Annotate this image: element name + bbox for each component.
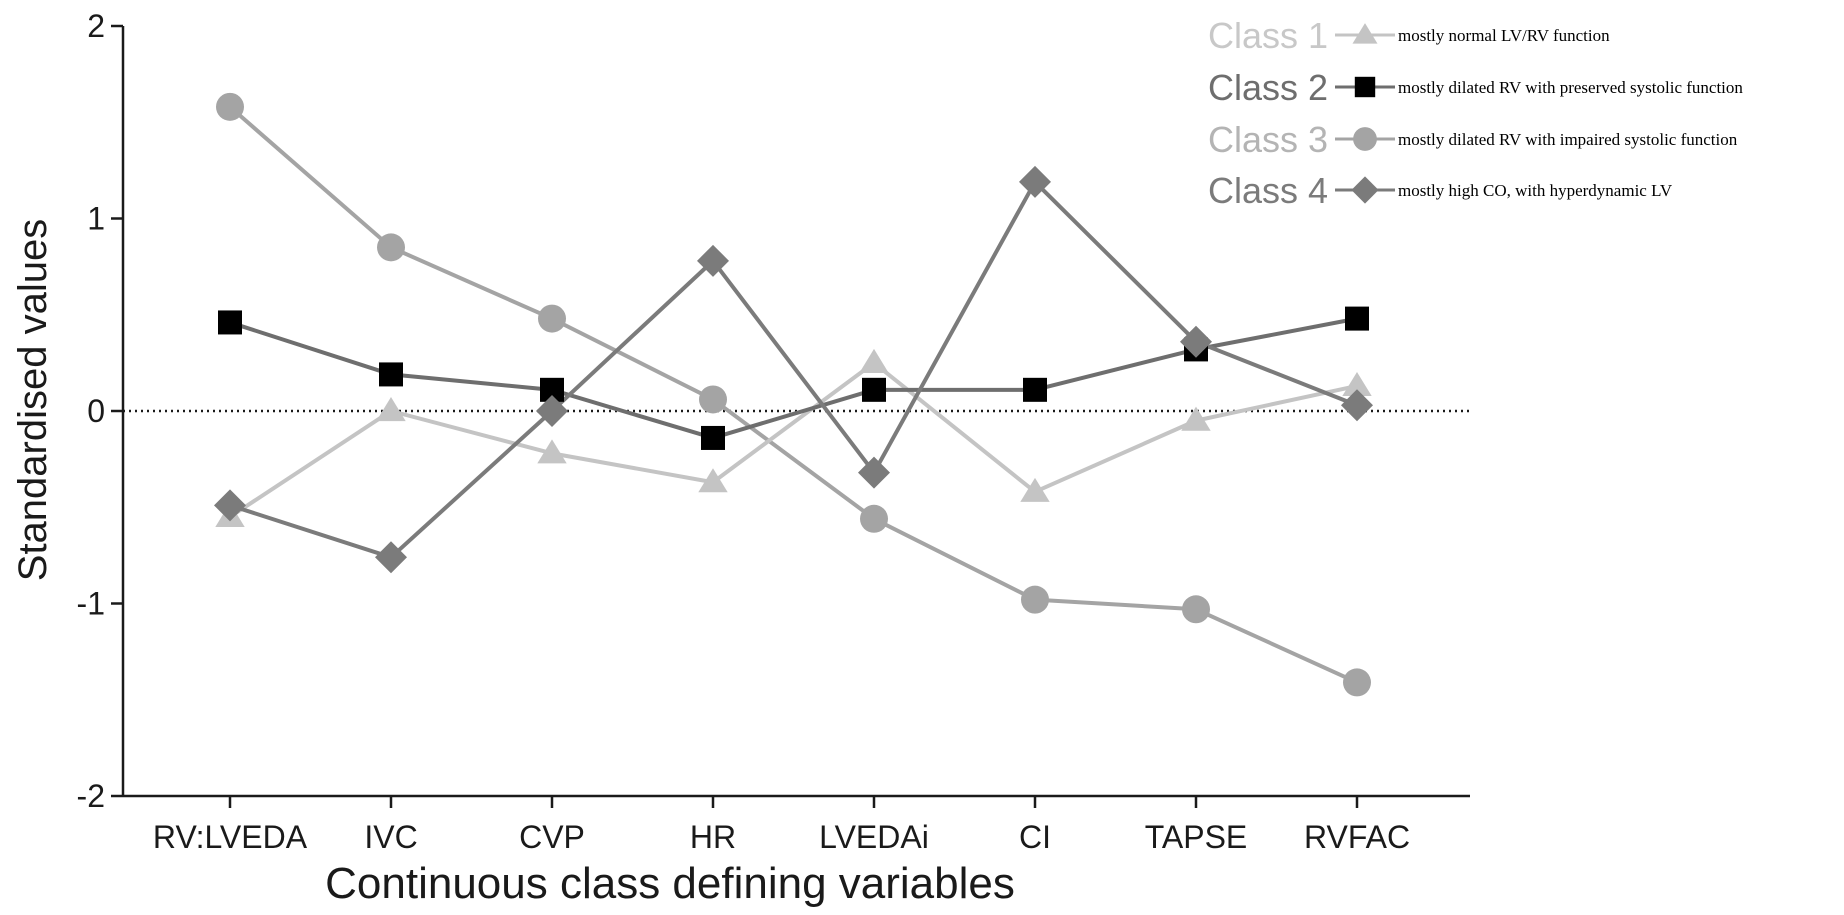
data-point-class-2: [379, 362, 403, 387]
data-point-class-4: [858, 456, 890, 489]
data-point-class-3: [377, 233, 405, 262]
x-tick-label: CI: [1019, 819, 1051, 855]
legend-marker-class-4: [1351, 176, 1379, 204]
y-tick-label: 2: [87, 8, 105, 44]
legend-marker-class-1: [1352, 23, 1378, 44]
data-point-class-3: [216, 92, 244, 121]
series-markers: [214, 92, 1373, 697]
x-tick-label: RVFAC: [1304, 819, 1410, 855]
x-tick-label: LVEDAi: [819, 819, 929, 855]
legend-class-label: Class 4: [1208, 170, 1328, 211]
y-tick-label: -1: [77, 586, 105, 622]
y-axis-title: Standardised values: [11, 219, 55, 581]
series-line-class-4: [229, 179, 1358, 560]
data-point-class-4: [1341, 389, 1373, 422]
legend-marker-class-2: [1354, 76, 1376, 98]
data-point-class-2: [1023, 377, 1047, 402]
data-point-class-1: [376, 397, 406, 422]
x-tick-label: TAPSE: [1145, 819, 1248, 855]
legend-class-label: Class 3: [1208, 119, 1328, 160]
x-tick-labels: RV:LVEDA IVC CVP HR LVEDAi CI TAPSE RVFAC: [153, 796, 1410, 855]
legend-description: mostly dilated RV with impaired systolic…: [1398, 130, 1738, 149]
data-point-class-2: [218, 310, 242, 335]
data-point-class-4: [1180, 325, 1212, 358]
y-tick-label: -2: [77, 778, 105, 814]
x-tick-label: HR: [690, 819, 736, 855]
data-point-class-3: [1343, 668, 1371, 697]
y-tick-label: 0: [87, 393, 105, 429]
series-line-class-2: [229, 316, 1358, 440]
x-tick-label: RV:LVEDA: [153, 819, 308, 855]
legend-marker-class-3: [1353, 127, 1377, 151]
data-point-class-2: [1345, 306, 1369, 331]
data-point-class-4: [1019, 165, 1051, 198]
series-line-class-1: [228, 360, 1358, 519]
data-point-class-4: [536, 395, 568, 427]
data-point-class-4: [375, 541, 407, 574]
legend-description: mostly dilated RV with preserved systoli…: [1398, 78, 1743, 97]
legend-class-label: Class 2: [1208, 67, 1328, 108]
data-point-class-3: [860, 504, 888, 533]
data-point-class-2: [862, 377, 886, 402]
x-tick-label: IVC: [364, 819, 417, 855]
y-ticks: -2 -1 0 1 2: [77, 8, 123, 814]
data-point-class-4: [214, 489, 246, 522]
series-lines: [228, 105, 1358, 685]
data-point-class-3: [538, 304, 566, 333]
data-point-class-1: [698, 468, 728, 493]
data-point-class-1: [537, 439, 567, 464]
data-point-class-4: [697, 244, 729, 277]
data-point-class-1: [1342, 371, 1372, 397]
data-point-class-3: [1021, 585, 1049, 614]
x-tick-label: CVP: [519, 819, 585, 855]
legend: Class 1 mostly normal LV/RV function Class…: [1208, 15, 1743, 211]
legend-description: mostly normal LV/RV function: [1398, 26, 1610, 45]
x-axis-title: Continuous class defining variables: [325, 859, 1015, 908]
data-point-class-3: [699, 385, 727, 414]
data-point-class-1: [1181, 406, 1211, 431]
data-point-class-2: [701, 425, 725, 450]
legend-description: mostly high CO, with hyperdynamic LV: [1398, 181, 1673, 200]
data-point-class-1: [1020, 477, 1050, 502]
series-line-class-3: [228, 105, 1358, 685]
y-tick-label: 1: [87, 201, 105, 237]
legend-class-label: Class 1: [1208, 15, 1328, 56]
data-point-class-1: [859, 348, 889, 373]
data-point-class-3: [1182, 595, 1210, 624]
